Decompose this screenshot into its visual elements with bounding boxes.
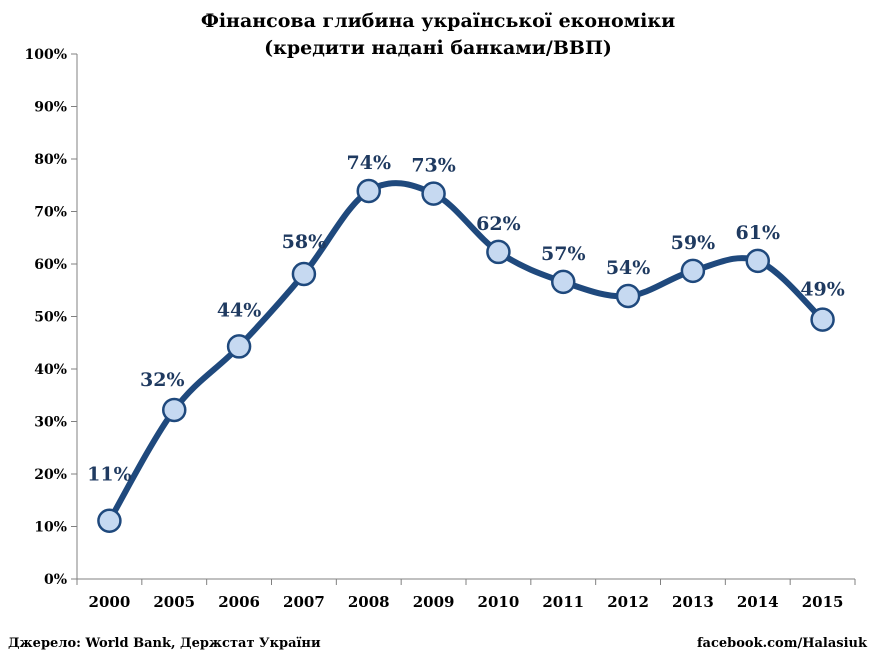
y-tick-label: 30% [34, 415, 67, 431]
source-note: Джерело: World Bank, Держстат України [8, 636, 321, 651]
data-label: 49% [800, 279, 845, 301]
x-tick-label: 2011 [542, 593, 584, 611]
x-tick-label: 2009 [413, 593, 455, 611]
y-tick-label: 0% [44, 572, 67, 588]
y-tick-label: 90% [34, 100, 67, 116]
data-label: 54% [606, 257, 651, 279]
data-point-marker [356, 178, 381, 204]
data-label: 74% [347, 152, 392, 174]
data-label: 61% [736, 222, 781, 244]
series-credit-gdp [97, 178, 835, 533]
x-tick-label: 2008 [348, 593, 390, 611]
x-tick-label: 2012 [607, 593, 649, 611]
data-label: 58% [282, 231, 327, 253]
data-point-marker [97, 508, 122, 533]
y-tick-label: 60% [34, 257, 67, 273]
x-tick-label: 2015 [802, 593, 844, 611]
data-point-marker [226, 334, 252, 359]
data-point-marker [810, 307, 835, 332]
data-point-marker [551, 269, 576, 295]
x-tick-label: 2007 [283, 593, 325, 611]
data-point-marker [615, 283, 641, 309]
chart-title-line-1: Фінансова глибина української економіки [201, 10, 675, 32]
x-tick-label: 2006 [218, 593, 260, 611]
axes: 0% 10% 20% 30% 40% 50% 60% 70% 80% 90% 100% 2000 200… [24, 47, 856, 611]
x-tick-label: 2000 [89, 593, 131, 611]
data-label: 62% [476, 213, 521, 235]
data-labels: 11% 32% 44% 58% 74% 73% 62% 57% 54% 59% 61% 49% [87, 152, 845, 486]
data-label: 11% [87, 464, 132, 486]
y-tick-label: 100% [24, 47, 67, 63]
y-tick-label: 80% [34, 152, 67, 168]
data-label: 32% [140, 369, 185, 391]
x-tick-label: 2013 [672, 593, 714, 611]
x-tick-label: 2014 [737, 593, 779, 611]
data-label: 59% [671, 232, 716, 254]
y-tick-label: 40% [34, 362, 67, 378]
data-point-marker [486, 239, 511, 265]
data-point-marker [745, 248, 770, 274]
data-label: 57% [541, 243, 586, 265]
data-label: 44% [217, 299, 262, 321]
data-point-marker [291, 261, 317, 287]
data-point-marker [680, 258, 706, 284]
x-tick-label: 2010 [478, 593, 520, 611]
y-tick-label: 70% [34, 205, 67, 221]
x-tick-label: 2005 [153, 593, 195, 611]
y-tick-label: 20% [34, 467, 67, 483]
data-point-marker [162, 397, 187, 423]
y-tick-label: 50% [34, 310, 67, 326]
chart-title-line-2: (кредити надані банками/ВВП) [264, 37, 612, 59]
data-label: 73% [411, 155, 456, 177]
series-line [106, 180, 826, 524]
author-credit: facebook.com/Halasiuk [696, 636, 867, 651]
y-tick-label: 10% [34, 520, 67, 536]
data-point-marker [421, 181, 446, 206]
